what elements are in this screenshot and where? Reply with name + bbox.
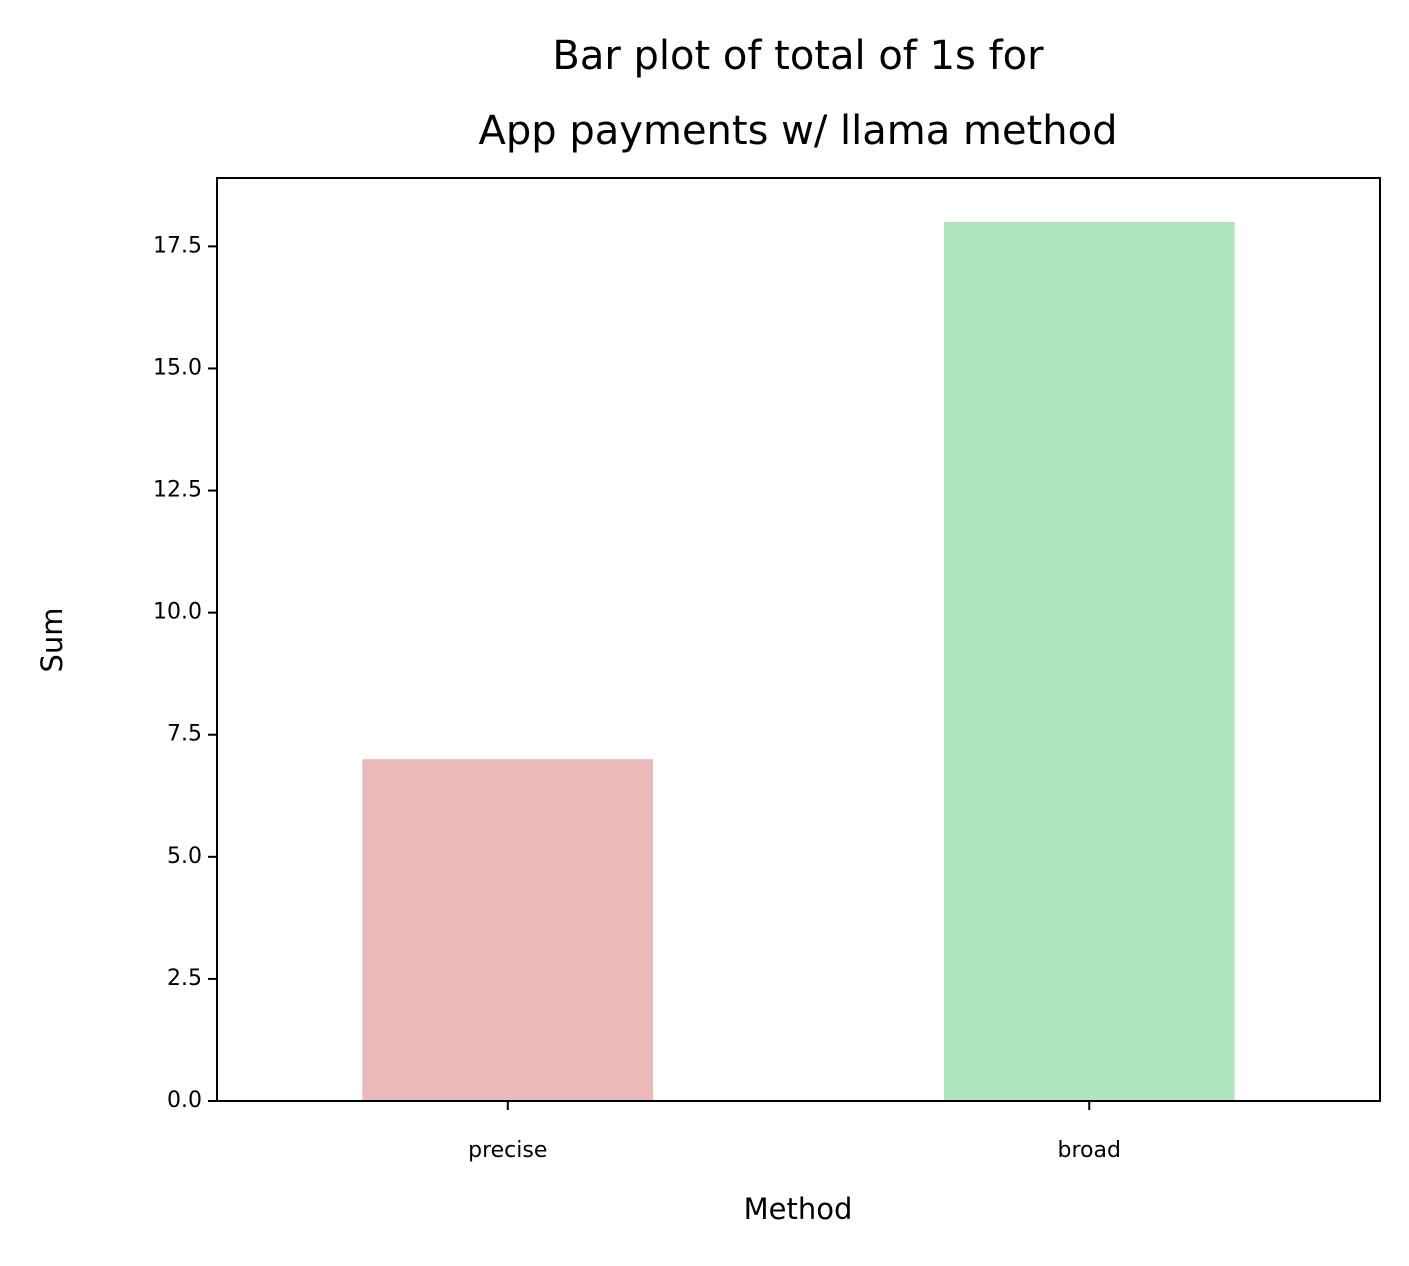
y-tick-label: 5.0 xyxy=(167,844,202,869)
x-axis-label: Method xyxy=(744,1192,853,1226)
plot-frame xyxy=(216,177,1381,1102)
x-tick-label: broad xyxy=(1058,1138,1121,1163)
y-tick-label: 7.5 xyxy=(167,722,202,747)
bar xyxy=(362,759,654,1101)
y-tick-label: 17.5 xyxy=(153,233,202,258)
chart-title: App payments w/ llama method xyxy=(479,108,1118,154)
y-axis-label: Sum xyxy=(35,607,69,672)
x-tick-label: precise xyxy=(468,1138,547,1163)
bar xyxy=(943,221,1235,1101)
y-tick-label: 0.0 xyxy=(167,1088,202,1113)
chart-title: Bar plot of total of 1s for xyxy=(552,33,1044,79)
y-tick-label: 15.0 xyxy=(153,355,202,380)
y-tick-label: 12.5 xyxy=(153,478,202,503)
y-tick-label: 10.0 xyxy=(153,600,202,625)
y-tick-label: 2.5 xyxy=(167,966,202,991)
